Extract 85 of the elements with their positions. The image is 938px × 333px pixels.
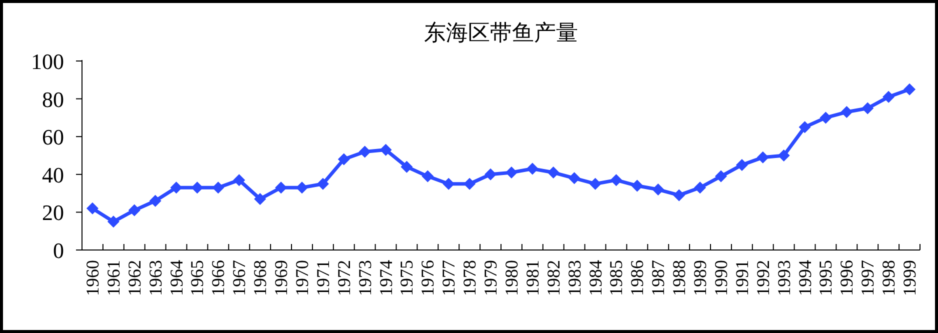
x-tick-label: 1985 [606,260,626,296]
x-tick-label: 1975 [396,260,417,296]
point [233,174,246,186]
point [778,150,790,162]
x-tick-label: 1976 [418,260,438,296]
point [631,180,644,192]
point [505,166,518,179]
x-tick-label: 1980 [501,260,522,296]
point [694,182,706,194]
point [673,189,686,202]
point [254,192,266,205]
x-tick-label: 1998 [878,260,899,296]
x-tick-label: 1988 [669,260,690,296]
point [484,168,497,180]
x-tick-label: 1963 [145,260,166,296]
point [442,178,455,190]
x-tick-label: 1999 [900,260,920,296]
point [191,182,204,194]
x-tick-label: 1990 [710,260,731,296]
point [610,174,622,186]
x-tick-label: 1971 [312,260,333,296]
x-tick-label: 1973 [354,260,375,296]
x-tick-label: 1981 [522,260,542,296]
y-tick-label: 40 [42,162,64,188]
point [652,184,664,196]
x-tick-label: 1994 [794,260,815,296]
point [107,216,120,228]
point [589,178,602,190]
point [840,106,853,118]
x-tick-label: 1960 [82,260,102,296]
point [756,151,769,164]
x-tick-label: 1965 [187,260,208,296]
point [714,170,727,182]
x-tick-label: 1968 [250,260,270,296]
point [862,102,874,114]
x-tick-label: 1993 [774,260,794,296]
y-tick-label: 20 [42,200,64,226]
x-tick-label: 1984 [585,260,606,296]
x-tick-label: 1986 [627,260,648,296]
point [798,121,811,134]
x-tick-label: 1978 [460,260,480,296]
y-tick-label: 80 [42,86,64,112]
x-tick-label: 1991 [732,260,752,296]
x-tick-label: 1992 [752,260,773,296]
point [547,166,560,179]
y-tick-label: 60 [42,124,64,150]
x-tick-label: 1996 [836,260,857,296]
x-tick-label: 1967 [229,260,250,296]
point [400,160,413,173]
point [212,182,224,194]
point [904,83,916,96]
x-tick-label: 1995 [816,260,836,296]
x-tick-label: 1997 [858,260,878,296]
x-tick-label: 1962 [124,260,144,296]
x-tick-label: 1983 [564,260,584,296]
point [736,158,748,171]
point [338,153,350,166]
point [86,202,98,214]
x-tick-label: 1969 [271,260,292,296]
x-tick-label: 1989 [690,260,710,296]
point [380,144,392,156]
x-tick-label: 1974 [376,260,396,296]
y-tick-label: 100 [31,49,64,74]
x-tick-label: 1987 [648,260,668,296]
point [464,178,476,190]
point [820,112,832,124]
point [358,146,371,158]
x-tick-label: 1966 [208,260,228,296]
point [128,204,140,216]
x-tick-label: 1972 [334,260,354,296]
x-tick-label: 1977 [438,260,459,296]
y-tick-label: 0 [53,238,64,263]
point [568,172,580,184]
point [149,194,162,207]
x-tick-label: 1982 [543,260,564,296]
point [526,162,538,175]
point [882,90,895,103]
point [422,170,434,182]
chart-title: 东海区带鱼产量 [424,20,578,45]
x-tick-label: 1964 [166,260,186,296]
x-tick-label: 1961 [103,260,124,296]
x-tick-label: 1970 [292,260,312,296]
point [170,182,182,194]
point [316,178,329,190]
x-tick-label: 1979 [480,260,501,296]
